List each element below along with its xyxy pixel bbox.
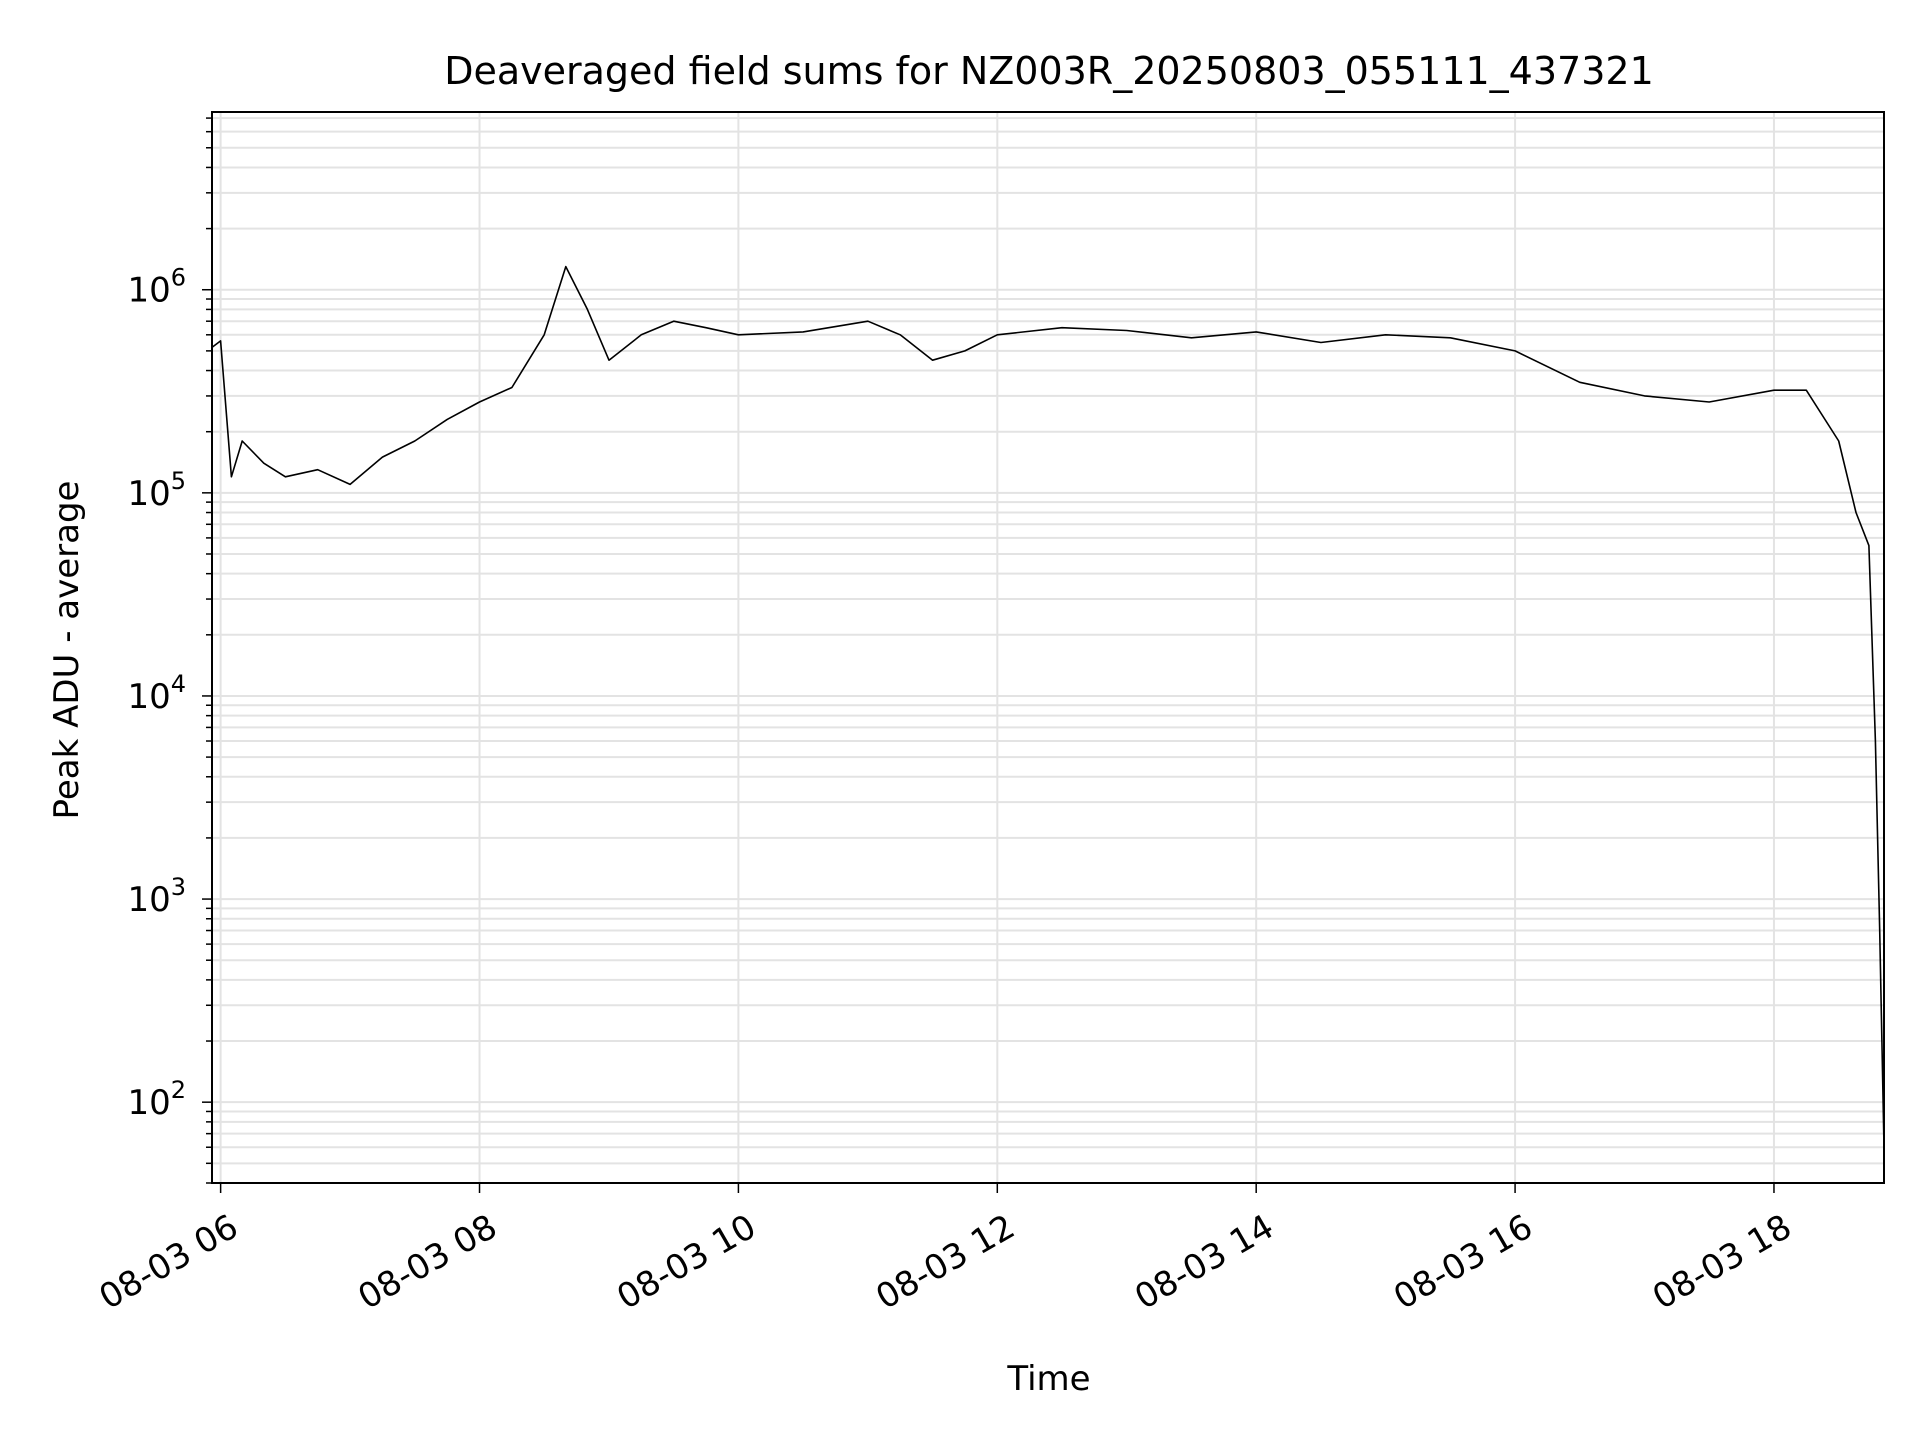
plot-frame <box>211 111 1885 1184</box>
y-axis-label: Peak ADU - average <box>47 481 87 820</box>
y-tick-label: 104 <box>127 670 186 717</box>
series-layer <box>211 265 1885 1148</box>
series-line <box>211 265 1885 1148</box>
x-axis-label: Time <box>1006 1359 1090 1399</box>
y-tick-label: 102 <box>127 1076 186 1123</box>
y-tick-label: 103 <box>127 873 186 920</box>
grid <box>212 112 1884 1184</box>
y-tick-label: 106 <box>127 264 186 311</box>
chart-title: Deaveraged field sums for NZ003R_2025080… <box>444 49 1654 93</box>
y-tick-label: 105 <box>127 467 186 514</box>
